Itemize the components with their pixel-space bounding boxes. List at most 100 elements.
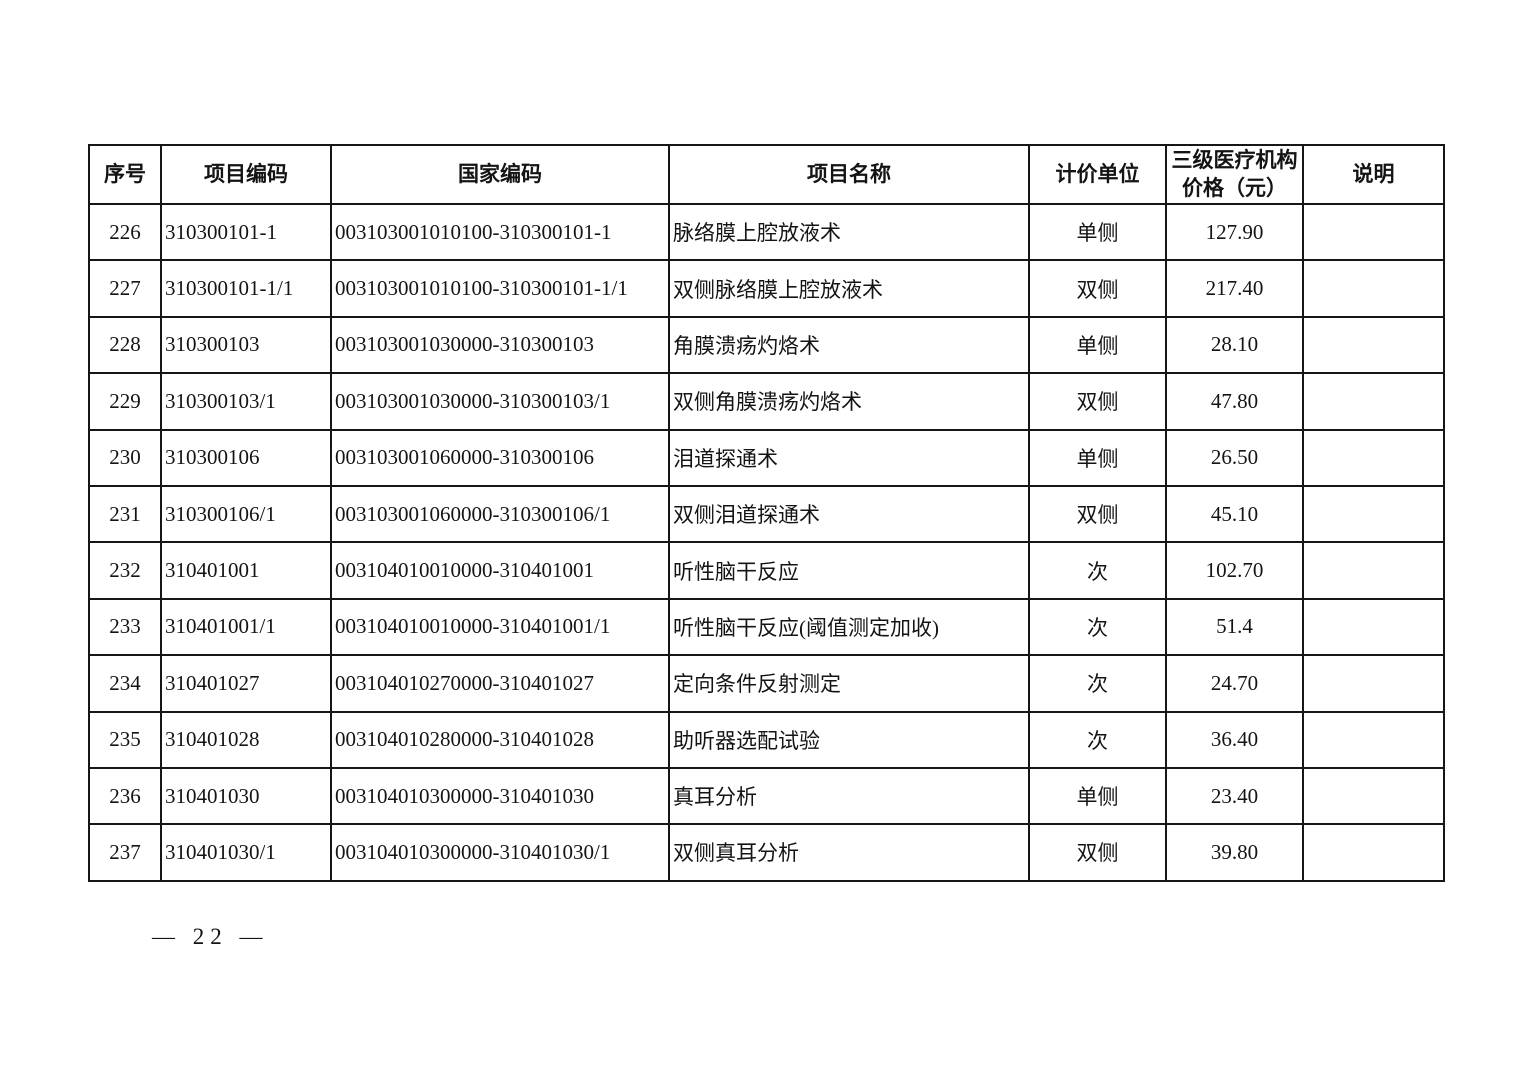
table-body: 226 310300101-1 003103001010100-31030010… xyxy=(88,202,1445,882)
cell-unit: 次 xyxy=(1028,541,1167,600)
cell-price: 23.40 xyxy=(1165,766,1304,826)
cell-price: 51.4 xyxy=(1165,597,1304,657)
cell-national-code: 003103001030000-310300103/1 xyxy=(330,372,670,431)
cell-item-name: 听性脑干反应(阈值测定加收) xyxy=(668,597,1030,657)
cell-item-name: 助听器选配试验 xyxy=(668,710,1030,769)
cell-item-code: 310401030/1 xyxy=(160,823,332,882)
cell-unit: 双侧 xyxy=(1028,259,1167,318)
cell-seq: 236 xyxy=(88,766,162,826)
cell-item-code: 310401001/1 xyxy=(160,597,332,657)
cell-note xyxy=(1302,823,1445,882)
cell-price: 47.80 xyxy=(1165,372,1304,431)
cell-item-code: 310401030 xyxy=(160,766,332,826)
cell-national-code: 003103001010100-310300101-1 xyxy=(330,202,670,262)
cell-note xyxy=(1302,372,1445,431)
cell-national-code: 003104010270000-310401027 xyxy=(330,654,670,713)
cell-note xyxy=(1302,484,1445,544)
cell-price: 24.70 xyxy=(1165,654,1304,713)
cell-price: 39.80 xyxy=(1165,823,1304,882)
cell-seq: 231 xyxy=(88,484,162,544)
cell-item-name: 听性脑干反应 xyxy=(668,541,1030,600)
header-unit: 计价单位 xyxy=(1028,144,1167,205)
cell-unit: 双侧 xyxy=(1028,372,1167,431)
cell-unit: 次 xyxy=(1028,654,1167,713)
page-number: — 22 — xyxy=(152,924,269,949)
cell-item-name: 角膜溃疡灼烙术 xyxy=(668,315,1030,375)
table-row: 231 310300106/1 003103001060000-31030010… xyxy=(88,484,1445,544)
cell-seq: 237 xyxy=(88,823,162,882)
cell-item-code: 310401001 xyxy=(160,541,332,600)
table-row: 237 310401030/1 003104010300000-31040103… xyxy=(88,823,1445,882)
table-row: 230 310300106 003103001060000-310300106 … xyxy=(88,428,1445,487)
cell-price: 217.40 xyxy=(1165,259,1304,318)
header-item-name: 项目名称 xyxy=(668,144,1030,205)
table-row: 234 310401027 003104010270000-310401027 … xyxy=(88,654,1445,713)
header-seq: 序号 xyxy=(88,144,162,205)
cell-item-name: 双侧脉络膜上腔放液术 xyxy=(668,259,1030,318)
cell-price: 36.40 xyxy=(1165,710,1304,769)
cell-note xyxy=(1302,654,1445,713)
cell-seq: 230 xyxy=(88,428,162,487)
cell-national-code: 003103001060000-310300106/1 xyxy=(330,484,670,544)
cell-item-name: 泪道探通术 xyxy=(668,428,1030,487)
cell-national-code: 003104010010000-310401001/1 xyxy=(330,597,670,657)
cell-unit: 单侧 xyxy=(1028,766,1167,826)
header-price: 三级医疗机构 价格（元） xyxy=(1165,144,1304,205)
cell-item-code: 310300101-1 xyxy=(160,202,332,262)
cell-price: 127.90 xyxy=(1165,202,1304,262)
table-row: 226 310300101-1 003103001010100-31030010… xyxy=(88,202,1445,262)
cell-item-code: 310300103 xyxy=(160,315,332,375)
header-note: 说明 xyxy=(1302,144,1445,205)
cell-unit: 双侧 xyxy=(1028,484,1167,544)
cell-item-name: 定向条件反射测定 xyxy=(668,654,1030,713)
cell-seq: 226 xyxy=(88,202,162,262)
cell-national-code: 003103001010100-310300101-1/1 xyxy=(330,259,670,318)
cell-seq: 227 xyxy=(88,259,162,318)
table-row: 236 310401030 003104010300000-310401030 … xyxy=(88,766,1445,826)
cell-national-code: 003104010010000-310401001 xyxy=(330,541,670,600)
cell-national-code: 003103001030000-310300103 xyxy=(330,315,670,375)
cell-item-code: 310300106 xyxy=(160,428,332,487)
header-national-code: 国家编码 xyxy=(330,144,670,205)
table-row: 235 310401028 003104010280000-310401028 … xyxy=(88,710,1445,769)
cell-national-code: 003104010280000-310401028 xyxy=(330,710,670,769)
cell-item-name: 双侧泪道探通术 xyxy=(668,484,1030,544)
cell-note xyxy=(1302,428,1445,487)
cell-note xyxy=(1302,766,1445,826)
cell-unit: 单侧 xyxy=(1028,428,1167,487)
cell-price: 26.50 xyxy=(1165,428,1304,487)
cell-note xyxy=(1302,315,1445,375)
cell-note xyxy=(1302,710,1445,769)
cell-unit: 次 xyxy=(1028,710,1167,769)
medical-price-table: 序号 项目编码 国家编码 项目名称 计价单位 三级医疗机构 价格（元） 说明 2… xyxy=(88,144,1445,882)
table-header-row: 序号 项目编码 国家编码 项目名称 计价单位 三级医疗机构 价格（元） 说明 xyxy=(88,144,1445,205)
cell-national-code: 003103001060000-310300106 xyxy=(330,428,670,487)
cell-note xyxy=(1302,202,1445,262)
cell-item-name: 脉络膜上腔放液术 xyxy=(668,202,1030,262)
header-item-code: 项目编码 xyxy=(160,144,332,205)
cell-item-code: 310401027 xyxy=(160,654,332,713)
table-row: 233 310401001/1 003104010010000-31040100… xyxy=(88,597,1445,657)
cell-seq: 228 xyxy=(88,315,162,375)
cell-item-name: 真耳分析 xyxy=(668,766,1030,826)
cell-note xyxy=(1302,259,1445,318)
cell-unit: 单侧 xyxy=(1028,202,1167,262)
cell-item-code: 310300106/1 xyxy=(160,484,332,544)
cell-item-code: 310300103/1 xyxy=(160,372,332,431)
cell-unit: 双侧 xyxy=(1028,823,1167,882)
cell-unit: 次 xyxy=(1028,597,1167,657)
cell-item-code: 310300101-1/1 xyxy=(160,259,332,318)
cell-unit: 单侧 xyxy=(1028,315,1167,375)
cell-item-name: 双侧角膜溃疡灼烙术 xyxy=(668,372,1030,431)
cell-seq: 233 xyxy=(88,597,162,657)
cell-price: 28.10 xyxy=(1165,315,1304,375)
cell-price: 45.10 xyxy=(1165,484,1304,544)
cell-seq: 234 xyxy=(88,654,162,713)
cell-seq: 232 xyxy=(88,541,162,600)
cell-item-name: 双侧真耳分析 xyxy=(668,823,1030,882)
table-row: 229 310300103/1 003103001030000-31030010… xyxy=(88,372,1445,431)
table-row: 227 310300101-1/1 003103001010100-310300… xyxy=(88,259,1445,318)
cell-seq: 229 xyxy=(88,372,162,431)
cell-note xyxy=(1302,597,1445,657)
